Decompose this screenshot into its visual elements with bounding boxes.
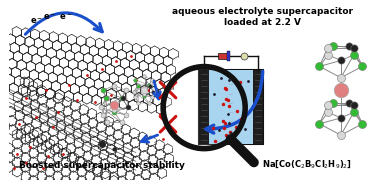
Text: aqueous electrolyte supercapacitor
loaded at 2.2 V: aqueous electrolyte supercapacitor loade…	[172, 7, 353, 27]
Text: Boosted supercapacitor stability: Boosted supercapacitor stability	[19, 161, 184, 170]
FancyArrowPatch shape	[154, 81, 160, 99]
FancyArrowPatch shape	[141, 135, 158, 142]
Text: e$^-$: e$^-$	[29, 16, 43, 26]
Bar	[227, 51, 230, 61]
Bar	[253, 70, 263, 144]
Bar	[209, 70, 253, 144]
Bar	[199, 70, 209, 144]
FancyArrowPatch shape	[25, 13, 102, 34]
Text: e$^-$ e$^-$: e$^-$ e$^-$	[43, 12, 72, 22]
Text: Na[Co(C$_2$B$_9$Cl$_2$H$_9$)$_2$]: Na[Co(C$_2$B$_9$Cl$_2$H$_9$)$_2$]	[262, 158, 352, 170]
FancyArrowPatch shape	[206, 71, 263, 133]
Bar	[199, 70, 263, 144]
Circle shape	[163, 67, 245, 149]
Bar	[218, 53, 228, 59]
